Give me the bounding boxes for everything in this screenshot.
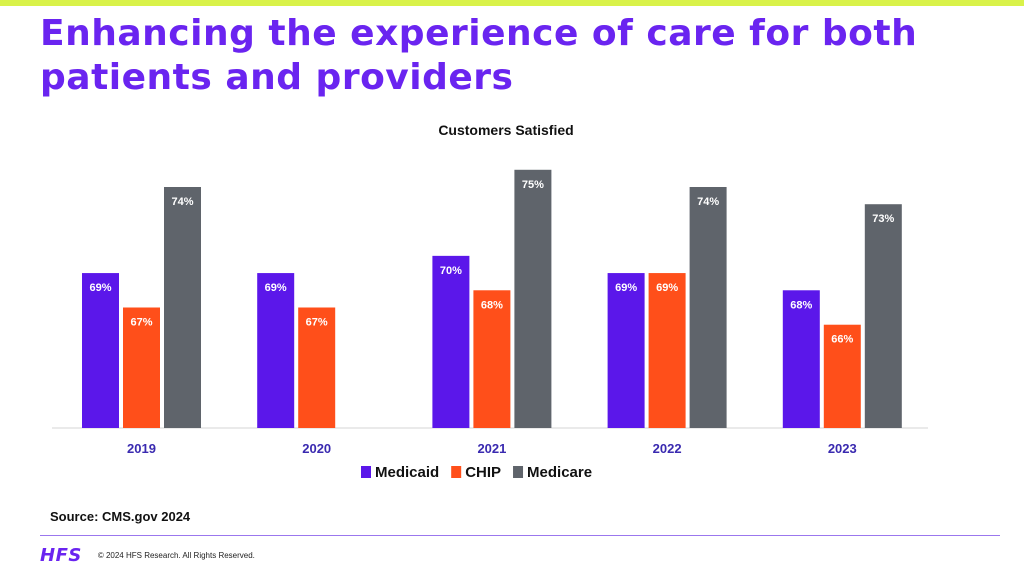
bar-medicaid-2022 — [607, 273, 645, 428]
source-note: Source: CMS.gov 2024 — [50, 509, 191, 524]
bar-chip-2022 — [648, 273, 686, 428]
bar-chip-2019 — [123, 307, 160, 428]
bar-chart: Customers Satisfied 69% 67% 74% 2019 69% 67% 20… — [0, 110, 1024, 500]
data-label-medicare-2019: 74% — [171, 196, 193, 208]
x-tick-label-2019: 2019 — [127, 441, 156, 456]
legend-label-medicare: Medicare — [527, 464, 592, 481]
legend-swatch-medicare — [513, 466, 524, 478]
legend-label-chip: CHIP — [465, 464, 501, 481]
legend-swatch-medicaid — [361, 466, 371, 478]
data-label-medicare-2023: 73% — [872, 213, 894, 225]
top-accent-band — [0, 0, 1024, 6]
legend-swatch-chip — [451, 466, 462, 478]
x-tick-label-2021: 2021 — [477, 441, 506, 456]
data-label-chip-2021: 68% — [481, 299, 503, 311]
bar-medicare-2021 — [514, 169, 552, 428]
x-tick-label-2022: 2022 — [653, 441, 682, 456]
bar-medicaid-2019 — [82, 273, 119, 428]
bar-medicaid-2023 — [782, 290, 820, 428]
bar-medicare-2023 — [864, 204, 902, 428]
hfs-logo: HFS — [40, 545, 82, 566]
data-label-chip-2022: 69% — [656, 282, 678, 294]
x-tick-label-2023: 2023 — [828, 441, 857, 456]
data-label-medicare-2021: 75% — [522, 179, 544, 191]
slide-title: Enhancing the experience of care for bot… — [40, 13, 918, 98]
bar-chip-2020 — [298, 307, 336, 428]
data-label-medicaid-2023: 68% — [790, 299, 812, 311]
bar-chip-2023 — [823, 324, 861, 428]
footer: HFS © 2024 HFS Research. All Rights Rese… — [40, 545, 255, 566]
data-label-chip-2020: 67% — [306, 317, 328, 329]
data-label-chip-2019: 67% — [130, 317, 152, 329]
data-label-medicare-2022: 74% — [697, 196, 719, 208]
bar-medicaid-2021 — [432, 255, 470, 428]
data-label-medicaid-2022: 69% — [615, 282, 637, 294]
data-label-chip-2023: 66% — [831, 334, 853, 346]
data-label-medicaid-2021: 70% — [440, 265, 462, 277]
copyright-text: © 2024 HFS Research. All Rights Reserved… — [97, 551, 255, 560]
data-label-medicaid-2020: 69% — [265, 282, 287, 294]
data-label-medicaid-2019: 69% — [89, 282, 111, 294]
bar-medicare-2019 — [164, 187, 201, 428]
bar-medicare-2022 — [689, 187, 727, 428]
footer-divider — [40, 535, 1000, 536]
bar-medicaid-2020 — [257, 273, 295, 428]
chart-canvas: Customers Satisfied 69% 67% 74% 2019 69% 67% 20… — [52, 122, 928, 481]
bar-chip-2021 — [473, 290, 511, 428]
chart-title: Customers Satisfied — [438, 122, 573, 138]
legend-label-medicaid: Medicaid — [375, 464, 439, 481]
x-tick-label-2020: 2020 — [302, 441, 331, 456]
